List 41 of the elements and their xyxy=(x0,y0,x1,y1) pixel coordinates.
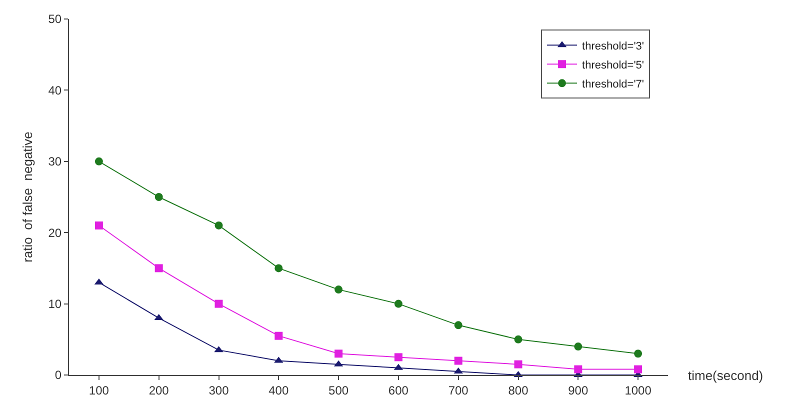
y-tick-label: 20 xyxy=(48,226,62,240)
point xyxy=(94,157,103,166)
x-axis-title: time(second) xyxy=(688,368,764,383)
point xyxy=(154,264,163,272)
legend-label: threshold='7' xyxy=(582,78,644,90)
point xyxy=(454,321,462,330)
legend-label: threshold='5' xyxy=(582,59,644,72)
x-tick-label: 900 xyxy=(568,383,588,398)
point xyxy=(214,221,223,230)
point xyxy=(514,335,522,344)
y-tick-label: 40 xyxy=(48,83,62,98)
point xyxy=(274,332,283,340)
y-tick-label: 0 xyxy=(54,368,62,382)
point xyxy=(634,365,642,374)
y-tick-label: 50 xyxy=(48,12,62,26)
y-axis-title: ratio of false negative xyxy=(20,132,36,262)
x-tick-label: 100 xyxy=(88,383,110,398)
point xyxy=(394,300,402,308)
point xyxy=(154,193,163,201)
y-tick-label: 10 xyxy=(48,297,62,311)
x-tick-label: 400 xyxy=(268,383,289,398)
point xyxy=(394,353,402,362)
x-tick-label: 500 xyxy=(328,383,349,398)
x-tick-label: 300 xyxy=(208,383,230,398)
point xyxy=(94,221,103,230)
legend-label: threshold='3' xyxy=(582,40,644,52)
point xyxy=(454,356,462,365)
point xyxy=(514,360,522,368)
point xyxy=(574,365,582,374)
point xyxy=(334,286,343,294)
x-tick-label: 800 xyxy=(508,383,529,398)
x-tick-label: 1000 xyxy=(624,383,652,398)
x-tick-label: 600 xyxy=(388,383,409,398)
point xyxy=(334,350,343,358)
point xyxy=(214,300,223,308)
point xyxy=(634,350,642,358)
x-tick-label: 700 xyxy=(448,383,469,398)
y-tick-label: 30 xyxy=(48,154,62,169)
point xyxy=(574,342,582,351)
x-tick-label: 200 xyxy=(148,383,170,398)
point xyxy=(274,264,283,272)
